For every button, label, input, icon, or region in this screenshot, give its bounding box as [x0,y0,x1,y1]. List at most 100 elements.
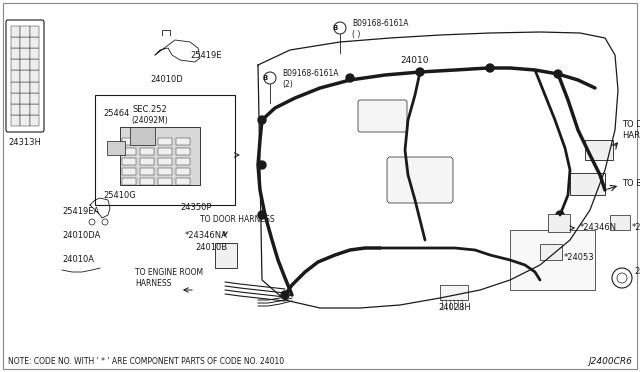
Bar [548,214,570,232]
Bar [11,104,20,115]
Text: TO ENGINE ROOM
HARNESS: TO ENGINE ROOM HARNESS [135,268,203,288]
Bar [20,48,29,59]
Text: B: B [262,75,268,81]
Text: 25419E: 25419E [190,51,221,60]
Text: 24313H: 24313H [8,138,42,147]
Text: J2400CR6: J2400CR6 [588,357,632,366]
Text: B: B [332,25,338,31]
Text: *24346NA: *24346NA [185,231,228,240]
Text: (2): (2) [282,80,292,89]
Text: 24010A: 24010A [62,256,94,264]
Bar [176,168,190,175]
Bar [29,48,39,59]
Bar [20,37,29,48]
FancyBboxPatch shape [387,157,453,203]
Bar [540,244,562,260]
Text: SEC.252: SEC.252 [132,106,168,115]
Bar [610,215,630,230]
Bar [510,230,595,290]
Bar [158,148,172,155]
Bar [122,158,136,165]
Bar [140,148,154,155]
Bar [29,70,39,81]
Bar [176,148,190,155]
Bar [122,178,136,185]
Text: 24350P: 24350P [180,203,211,212]
Bar [140,168,154,175]
Circle shape [281,291,289,299]
Bar [158,178,172,185]
Bar [176,138,190,145]
Text: 24010DA: 24010DA [62,231,100,240]
Circle shape [416,68,424,76]
Bar [158,158,172,165]
Bar [29,104,39,115]
Text: TO BODY HARNESS: TO BODY HARNESS [622,179,640,187]
Bar [20,81,29,93]
Text: *24345: *24345 [632,224,640,232]
Text: 25410G: 25410G [103,190,136,199]
Bar [122,148,136,155]
Circle shape [258,116,266,124]
FancyBboxPatch shape [6,20,44,132]
Circle shape [486,64,494,72]
Circle shape [554,70,562,78]
Bar [122,138,136,145]
Bar [20,93,29,104]
Text: 25464: 25464 [103,109,129,118]
Bar [140,138,154,145]
Bar [20,26,29,37]
Text: ( ): ( ) [352,29,360,38]
Bar [11,115,20,126]
Circle shape [258,161,266,169]
Bar [11,59,20,70]
Text: 24010D: 24010D [150,76,183,84]
Text: B09168-6161A: B09168-6161A [282,70,339,78]
Bar [11,81,20,93]
Circle shape [346,74,354,82]
Text: 24028H: 24028H [438,304,472,312]
Bar [29,37,39,48]
Circle shape [596,186,604,194]
Text: *24053: *24053 [564,253,595,263]
Bar [20,59,29,70]
Bar [140,178,154,185]
Text: 24010: 24010 [401,56,429,65]
Bar [570,173,605,195]
Text: 24027M: 24027M [634,267,640,276]
Bar [215,243,237,268]
Circle shape [556,211,564,219]
Bar [11,26,20,37]
Bar [29,81,39,93]
FancyBboxPatch shape [358,100,407,132]
Bar [107,141,125,155]
Bar [95,95,235,205]
Bar [29,115,39,126]
Text: 24010B: 24010B [195,244,227,253]
Bar [29,93,39,104]
Text: B09168-6161A: B09168-6161A [352,19,408,29]
Text: (24092M): (24092M) [132,115,168,125]
Bar [158,168,172,175]
Bar [176,178,190,185]
Bar [120,127,200,185]
Bar [29,26,39,37]
Bar [130,127,155,145]
Text: TO DOOR HARNESS: TO DOOR HARNESS [200,215,275,224]
Bar [122,168,136,175]
Text: TO DOOR
HARNESS: TO DOOR HARNESS [622,120,640,140]
Bar [20,104,29,115]
Text: 25419EA: 25419EA [62,208,99,217]
Circle shape [258,211,266,219]
Bar [29,59,39,70]
Bar [176,158,190,165]
Bar [11,37,20,48]
Bar [440,285,468,300]
Bar [11,70,20,81]
Bar [20,115,29,126]
Bar [11,93,20,104]
Text: NOTE: CODE NO. WITH ' * ' ARE COMPONENT PARTS OF CODE NO. 24010: NOTE: CODE NO. WITH ' * ' ARE COMPONENT … [8,357,284,366]
Bar [585,140,613,160]
Text: *24346N: *24346N [580,224,617,232]
Bar [20,70,29,81]
